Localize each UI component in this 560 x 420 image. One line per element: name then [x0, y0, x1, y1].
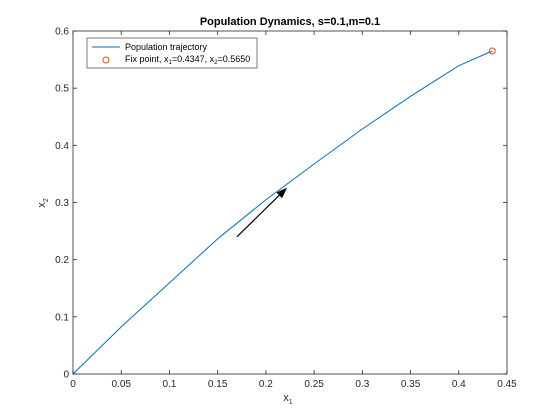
x-axis-label-base: x	[283, 392, 289, 404]
y-axis-ticks: 0 0.1 0.2 0.3 0.4 0.5 0.6	[55, 27, 507, 381]
x-tick-label: 0.2	[259, 379, 273, 390]
y-tick-label: 0.5	[55, 84, 69, 95]
chart-title: Population Dynamics, s=0.1,m=0.1	[200, 16, 380, 28]
x-tick-label: 0.45	[497, 379, 517, 390]
plot-area	[73, 31, 507, 374]
x-axis-label-sub: 1	[289, 399, 293, 406]
legend-marker-swatch	[102, 56, 110, 64]
direction-arrow-shaft	[236, 194, 280, 238]
legend-fp-text-2: =0.4347, x	[172, 54, 215, 64]
y-tick-label: 0.4	[55, 141, 69, 152]
point-layer	[488, 47, 496, 55]
arrow-layer	[236, 187, 288, 238]
plot-frame	[72, 30, 508, 375]
y-tick-label: 0.6	[55, 27, 69, 38]
y-axis-label: x2	[36, 198, 50, 208]
legend-entry-fixed-point: Fix point, x1=0.4347, x2=0.5650	[125, 54, 250, 66]
direction-arrow-head	[276, 187, 288, 199]
x-tick-label: 0.25	[304, 379, 324, 390]
y-tick-label: 0.2	[55, 255, 69, 266]
series-line-population-trajectory	[72, 50, 493, 375]
x-axis-label: x1	[283, 392, 293, 406]
series-layer	[72, 50, 493, 375]
legend-fp-text-1: Fix point, x	[125, 54, 169, 64]
x-tick-label: 0	[70, 379, 76, 390]
legend-fp-text-3: =0.5650	[218, 54, 251, 64]
y-tick-label: 0	[63, 370, 69, 381]
legend-fp-sub-1: 1	[169, 60, 173, 66]
x-tick-label: 0.1	[162, 379, 176, 390]
x-tick-label: 0.15	[208, 379, 228, 390]
legend-entry-trajectory: Population trajectory	[125, 42, 208, 52]
legend-box	[86, 37, 258, 69]
fixed-point-marker	[488, 47, 496, 55]
x-tick-label: 0.3	[355, 379, 369, 390]
x-axis-ticks: 0 0.05 0.1 0.15 0.2 0.25 0.3 0.35 0.4 0.45	[70, 31, 517, 390]
y-axis-label-sub: 2	[43, 198, 50, 202]
x-tick-label: 0.35	[401, 379, 421, 390]
y-tick-label: 0.1	[55, 312, 69, 323]
x-tick-label: 0.05	[111, 379, 131, 390]
legend-fp-sub-2: 2	[214, 60, 218, 66]
legend: Population trajectory Fix point, x1=0.43…	[86, 37, 258, 69]
y-axis-label-base: x	[36, 202, 48, 208]
y-tick-label: 0.3	[55, 198, 69, 209]
x-tick-label: 0.4	[452, 379, 466, 390]
